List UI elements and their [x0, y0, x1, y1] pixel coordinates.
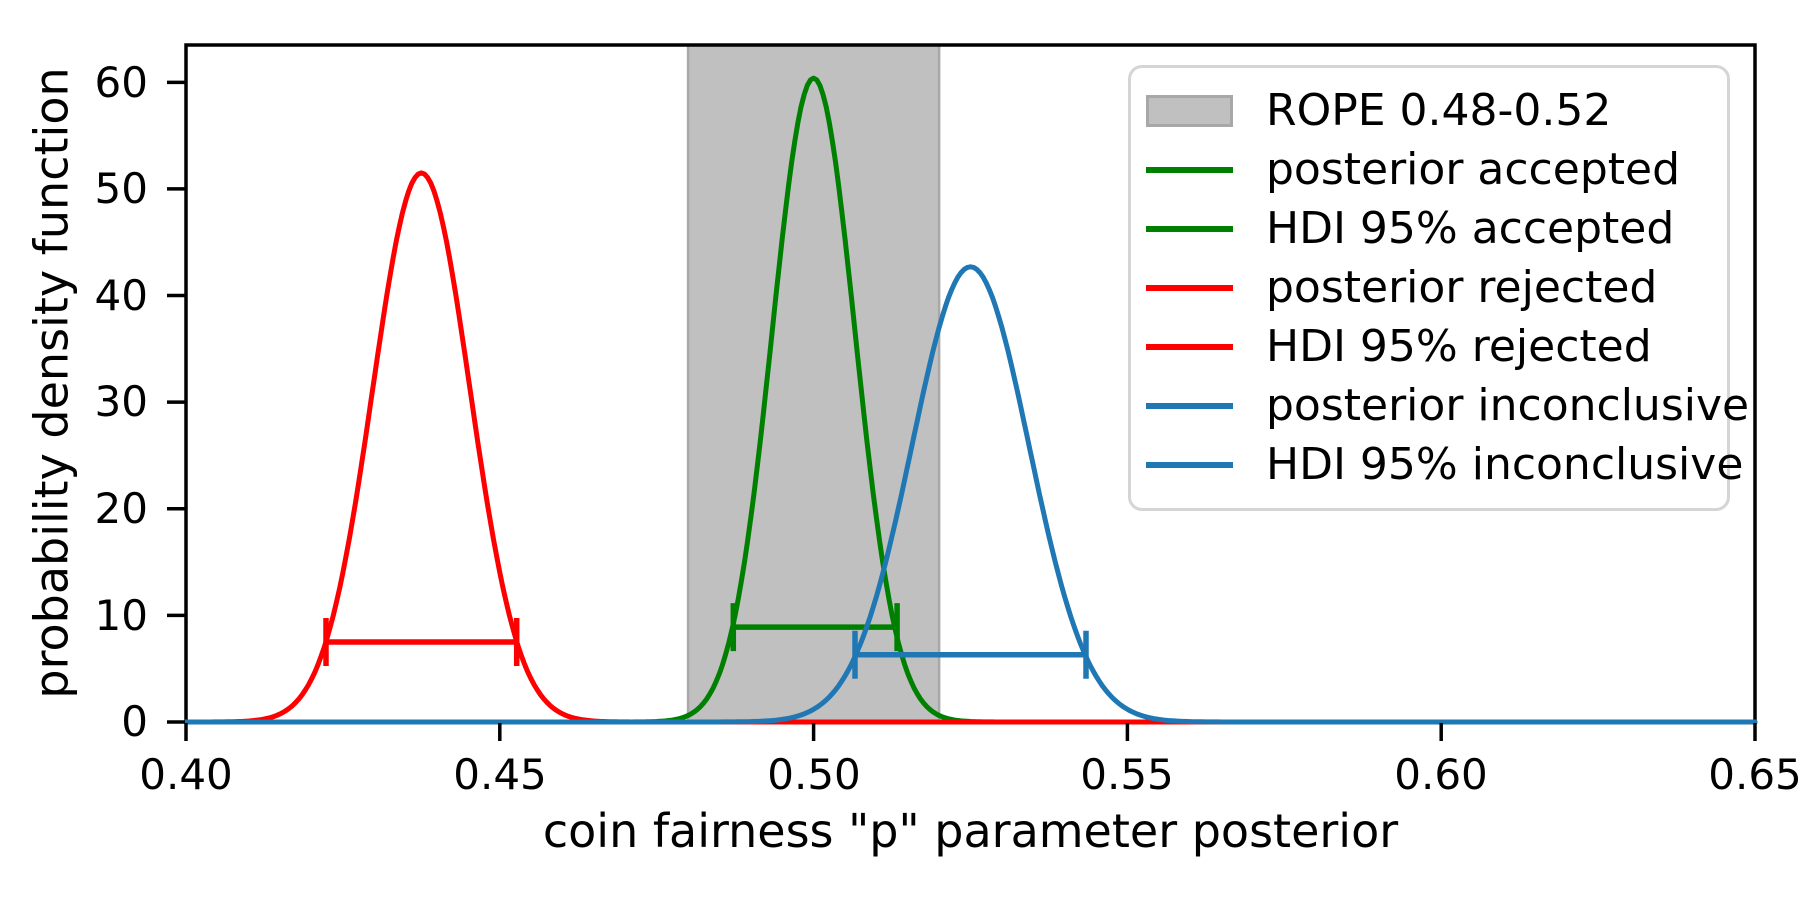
x-tick-label: 0.50	[767, 750, 861, 799]
x-axis-label: coin fairness "p" parameter posterior	[542, 804, 1399, 858]
x-tick-label: 0.45	[453, 750, 547, 799]
y-axis-label: probability density function	[24, 67, 79, 699]
hdi-rejected	[323, 618, 520, 666]
x-tick-label: 0.60	[1394, 750, 1488, 799]
legend-item-hdi-accepted: HDI 95% accepted	[1146, 207, 1717, 251]
legend-swatch-hdi-accepted	[1146, 226, 1233, 232]
x-tick-label: 0.40	[139, 750, 233, 799]
x-tick-label: 0.55	[1080, 750, 1174, 799]
legend-swatch-posterior-inconclusive	[1146, 403, 1233, 409]
y-tick-label: 0	[121, 697, 148, 746]
hdi-accepted	[730, 603, 900, 652]
y-tick-label: 10	[94, 591, 148, 640]
legend-item-posterior-accepted: posterior accepted	[1146, 148, 1717, 192]
legend-swatch-hdi-rejected	[1146, 344, 1233, 350]
y-tick-label: 20	[94, 484, 148, 533]
posterior-inconclusive-curve	[183, 264, 1758, 725]
y-tick-label: 50	[94, 164, 148, 213]
legend-swatch-posterior-rejected	[1146, 285, 1233, 291]
y-tick-label: 30	[94, 377, 148, 426]
legend: ROPE 0.48-0.52 posterior accepted HDI 95…	[1128, 65, 1749, 511]
legend-swatch-rope	[1146, 95, 1233, 127]
legend-item-posterior-inconclusive: posterior inconclusive	[1146, 384, 1749, 428]
legend-item-hdi-rejected: HDI 95% rejected	[1146, 325, 1717, 369]
legend-item-hdi-inconclusive: HDI 95% inconclusive	[1146, 443, 1743, 487]
legend-swatch-hdi-inconclusive	[1146, 462, 1233, 468]
hdi-inconclusive	[852, 630, 1089, 679]
legend-item-posterior-rejected: posterior rejected	[1146, 266, 1717, 310]
x-tick-label: 0.65	[1708, 750, 1800, 799]
rope-band	[686, 43, 941, 724]
legend-swatch-posterior-accepted	[1146, 167, 1233, 173]
legend-item-rope: ROPE 0.48-0.52	[1146, 89, 1717, 133]
y-tick-label: 60	[94, 58, 148, 107]
y-tick-label: 40	[94, 271, 148, 320]
